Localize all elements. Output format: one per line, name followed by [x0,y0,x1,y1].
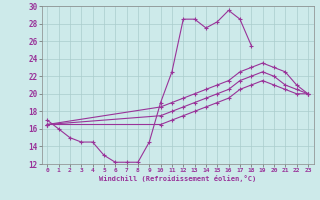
X-axis label: Windchill (Refroidissement éolien,°C): Windchill (Refroidissement éolien,°C) [99,175,256,182]
